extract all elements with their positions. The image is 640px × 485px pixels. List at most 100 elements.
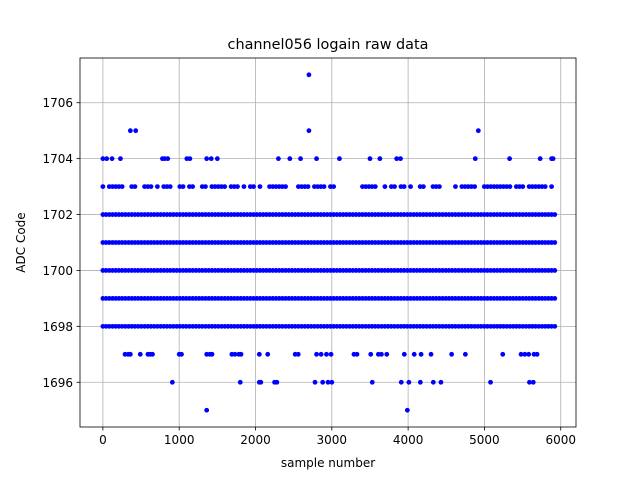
data-point <box>104 156 110 162</box>
data-point <box>265 351 271 357</box>
data-points <box>100 72 558 413</box>
data-point <box>329 379 335 385</box>
y-tick-label: 1702 <box>42 208 73 222</box>
data-point <box>306 128 312 134</box>
data-point <box>534 351 540 357</box>
data-point <box>235 184 240 189</box>
data-point <box>222 184 228 189</box>
x-tick-label: 6000 <box>545 433 576 447</box>
data-point <box>549 184 554 189</box>
data-point <box>550 156 556 162</box>
data-point <box>318 351 324 357</box>
data-point <box>418 351 424 357</box>
data-point <box>398 379 404 385</box>
data-point <box>203 184 208 189</box>
data-point <box>518 351 524 357</box>
data-point <box>437 184 442 189</box>
data-point <box>165 156 171 162</box>
data-point <box>530 379 536 385</box>
data-point <box>306 72 312 78</box>
data-point <box>204 156 210 162</box>
y-tick-label: 1706 <box>42 96 73 110</box>
plot-area-frame <box>79 57 577 428</box>
data-point <box>209 351 215 357</box>
data-point <box>379 351 384 357</box>
data-point <box>401 184 407 189</box>
data-point <box>305 184 311 189</box>
data-point <box>377 156 383 162</box>
data-point <box>109 156 115 162</box>
data-point <box>328 351 334 357</box>
data-point <box>127 128 133 134</box>
data-point <box>132 184 138 189</box>
data-point <box>298 156 303 162</box>
data-point <box>367 156 373 162</box>
data-point <box>258 379 264 385</box>
x-tick-label: 1000 <box>164 433 195 447</box>
y-axis-label: ADC Code <box>14 212 28 272</box>
data-point <box>411 351 417 357</box>
chart-title: channel056 logain raw data <box>228 37 429 53</box>
data-point <box>472 156 478 162</box>
data-point <box>420 184 426 189</box>
data-point <box>507 184 513 189</box>
data-point <box>208 156 214 162</box>
data-point <box>369 379 375 385</box>
data-point <box>368 351 374 357</box>
data-point <box>552 240 558 245</box>
data-point <box>118 156 123 162</box>
data-point <box>527 379 532 385</box>
data-point <box>179 351 184 357</box>
data-point <box>190 184 196 189</box>
data-point <box>119 184 125 189</box>
data-point <box>287 156 293 162</box>
x-tick-label: 2000 <box>240 433 271 447</box>
axis-ticks: 0 1000 2000 3000 4000 5000 6000 1696 1698 1700 170… <box>42 96 576 447</box>
data-point <box>295 351 301 357</box>
data-point <box>462 351 468 357</box>
data-point <box>552 323 558 329</box>
data-point <box>398 156 403 162</box>
data-point <box>274 379 280 385</box>
data-point <box>522 351 528 357</box>
data-point <box>257 184 263 189</box>
data-point <box>148 184 154 189</box>
data-point <box>408 184 413 189</box>
data-point <box>552 212 558 217</box>
data-point <box>256 351 262 357</box>
data-point <box>167 184 173 189</box>
data-point <box>232 351 238 357</box>
y-tick-label: 1696 <box>42 376 73 390</box>
data-point <box>214 156 220 162</box>
data-point <box>552 268 558 273</box>
data-point <box>320 379 326 385</box>
data-point <box>428 351 434 357</box>
data-point <box>382 184 388 189</box>
data-point <box>520 184 526 189</box>
data-point <box>453 184 458 189</box>
data-point <box>251 184 256 189</box>
y-tick-label: 1704 <box>42 152 73 166</box>
y-tick-label: 1700 <box>42 264 73 278</box>
x-tick-label: 5000 <box>469 433 500 447</box>
data-point <box>312 379 318 385</box>
data-point <box>331 184 337 189</box>
data-point <box>314 351 319 357</box>
data-point <box>204 407 210 413</box>
data-point <box>180 184 186 189</box>
data-point <box>500 351 506 357</box>
data-point <box>276 156 281 162</box>
data-point <box>488 379 493 385</box>
data-point <box>401 351 407 357</box>
x-tick-label: 0 <box>99 433 107 447</box>
data-point <box>472 184 478 189</box>
data-point <box>169 379 175 385</box>
data-point <box>392 184 397 189</box>
data-point <box>154 184 160 189</box>
data-point <box>150 351 155 357</box>
data-point <box>137 351 143 357</box>
data-point <box>283 184 288 189</box>
data-point <box>526 351 532 357</box>
